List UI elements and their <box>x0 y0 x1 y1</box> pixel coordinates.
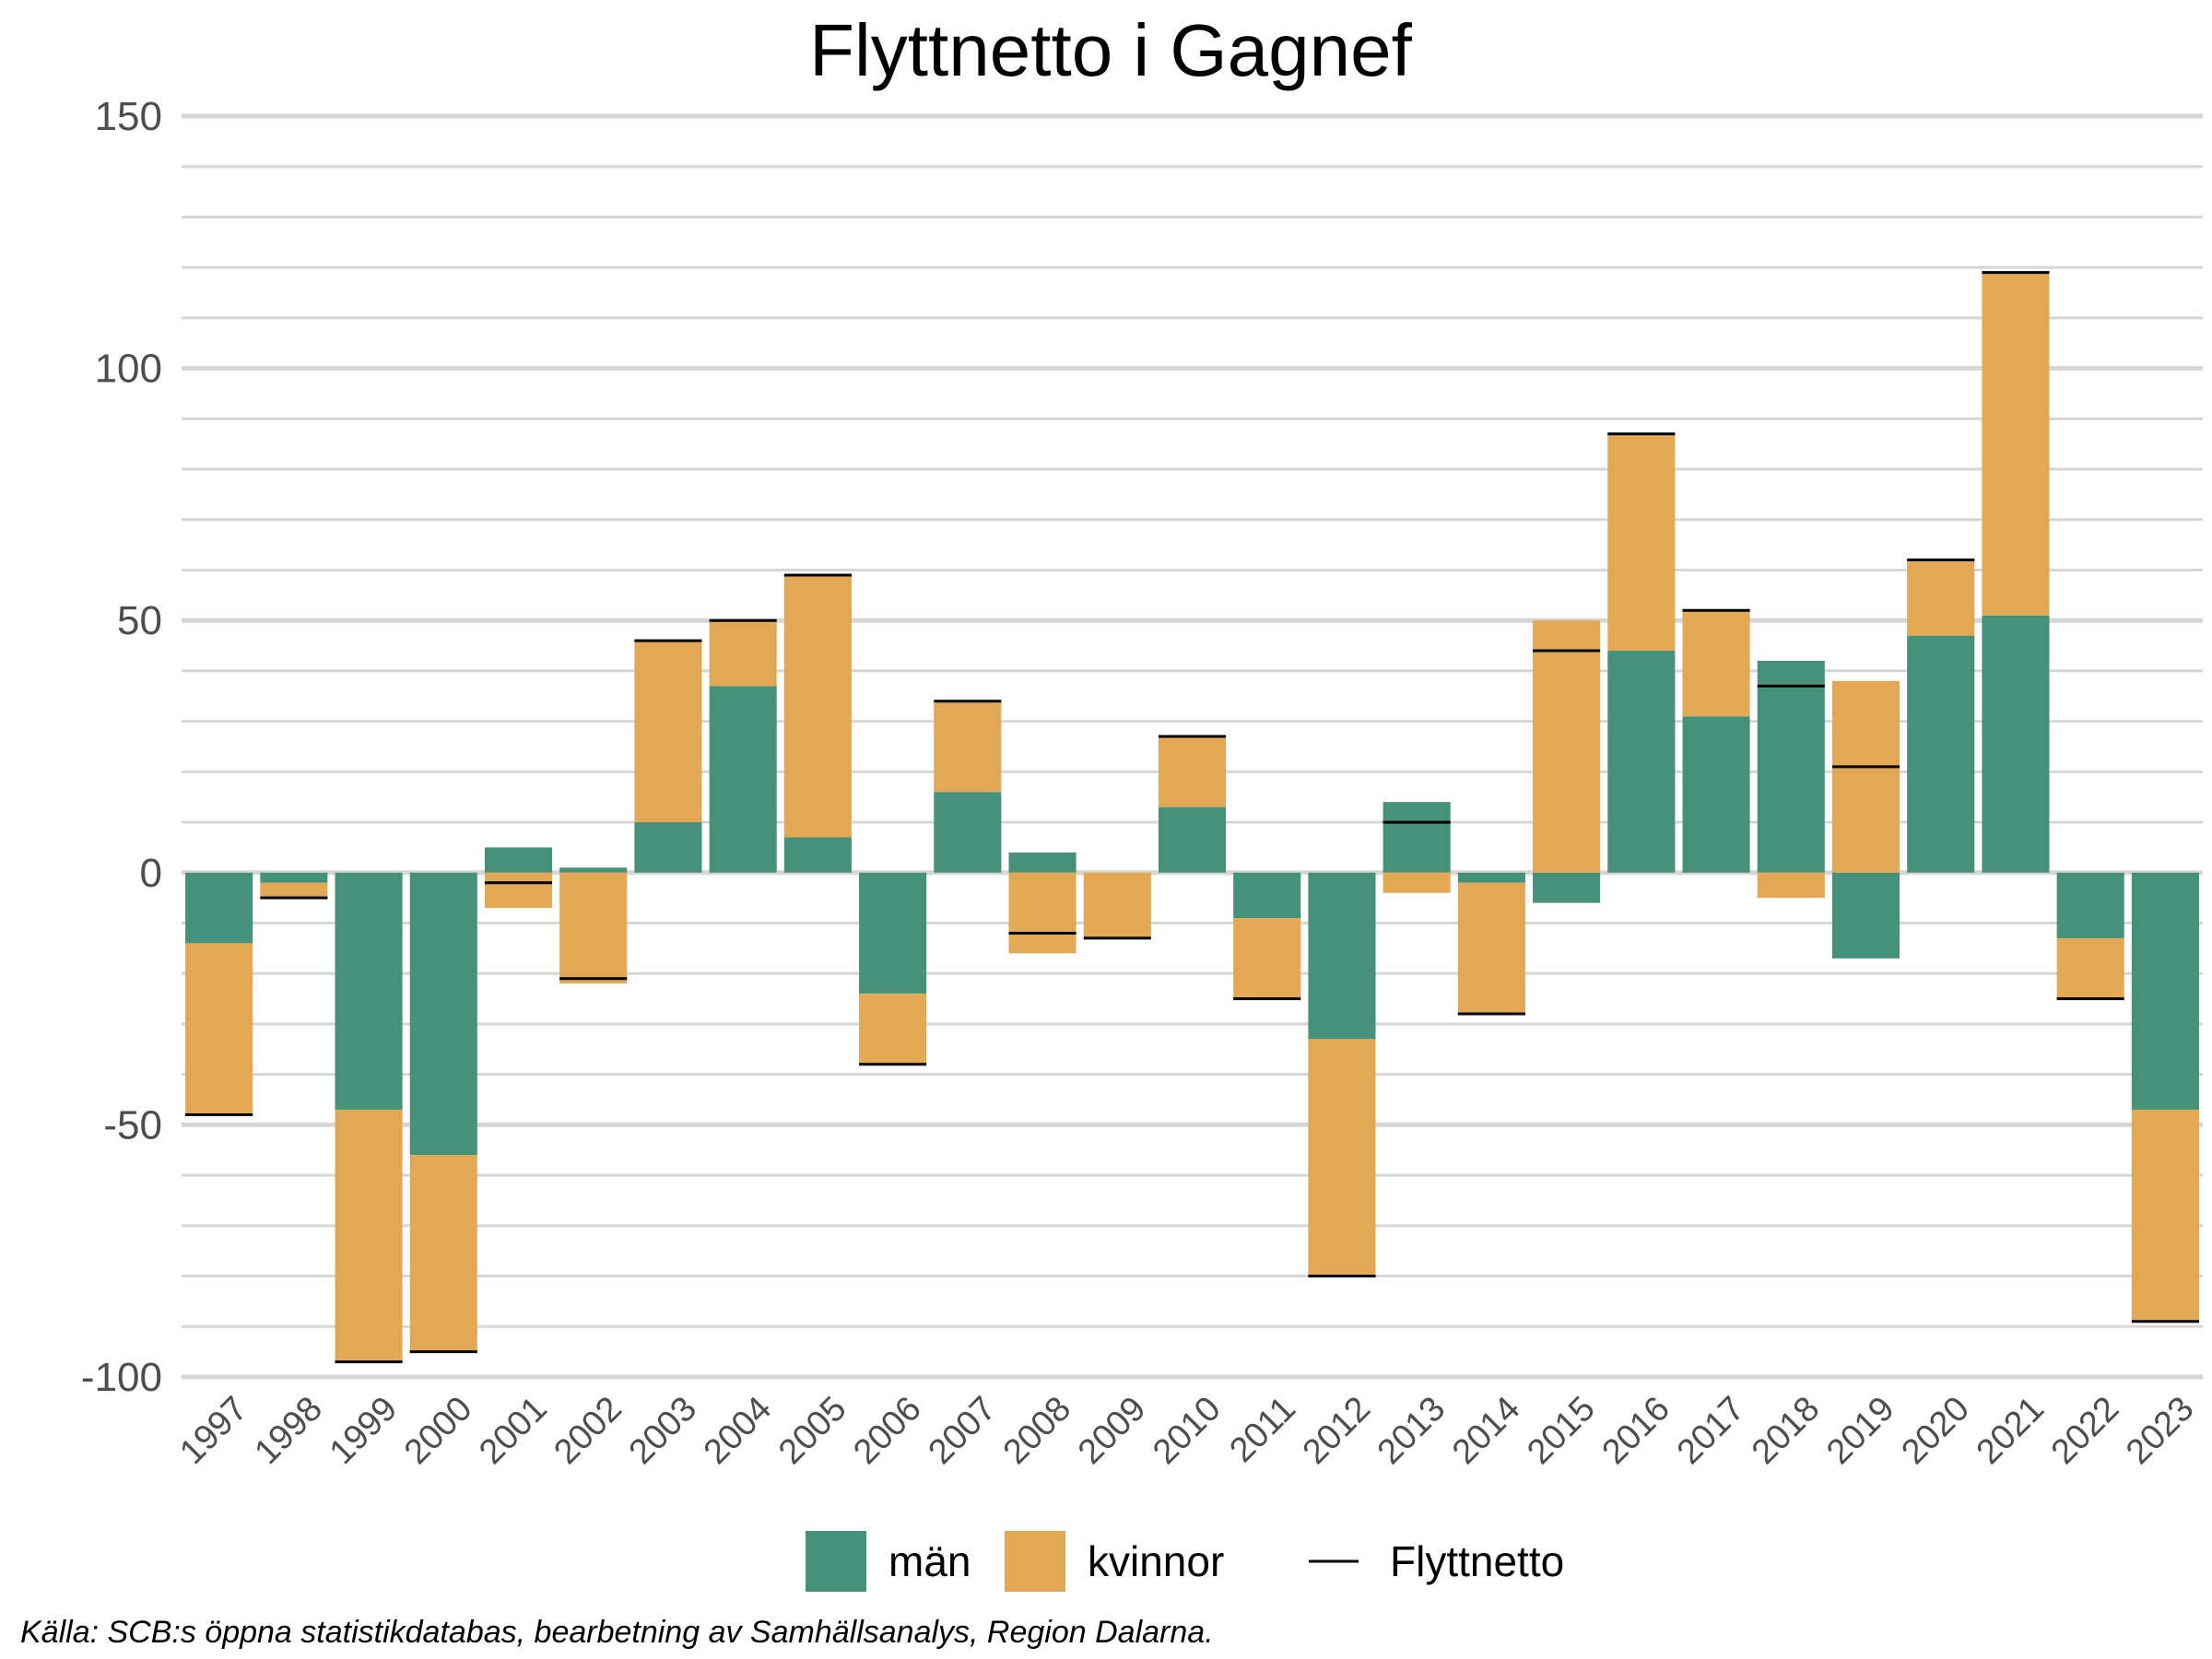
bar-kvinnor <box>2056 937 2124 999</box>
legend-swatch-man <box>806 1531 866 1592</box>
y-tick-label: -100 <box>81 1355 162 1400</box>
x-tick-label: 2008 <box>996 1389 1078 1471</box>
bar-kvinnor <box>1533 620 1601 873</box>
legend-label-flyttnetto: Flyttnetto <box>1390 1537 1564 1585</box>
bar-kvinnor <box>709 620 777 687</box>
x-tick-label: 2022 <box>2044 1389 2126 1471</box>
x-tick-label: 2009 <box>1071 1389 1153 1471</box>
bar-kvinnor <box>1457 882 1525 1015</box>
bar-kvinnor <box>260 882 328 899</box>
y-axis: -100 -50 0 50 100 150 <box>81 94 162 1400</box>
x-tick-label: 2007 <box>922 1389 1004 1471</box>
bar-kvinnor <box>1008 872 1077 954</box>
bar-man <box>1831 872 1900 959</box>
x-tick-label: 2004 <box>697 1389 779 1471</box>
legend-label-man: män <box>888 1537 971 1585</box>
legend: män kvinnor Flyttnetto <box>806 1531 1564 1592</box>
x-tick-label: 2006 <box>846 1389 928 1471</box>
bar-kvinnor <box>1083 872 1151 938</box>
bar-kvinnor <box>484 872 553 909</box>
bar-man <box>1008 852 1077 873</box>
x-tick-label: 1998 <box>248 1389 330 1471</box>
y-tick-label: 100 <box>95 347 162 392</box>
bar-man <box>859 872 927 994</box>
bar-man <box>783 837 852 873</box>
bar-kvinnor <box>1982 272 2050 616</box>
x-tick-label: 2020 <box>1894 1389 1976 1471</box>
bar-man <box>1607 651 1676 873</box>
bar-kvinnor <box>634 641 702 823</box>
bar-kvinnor <box>335 1109 403 1362</box>
chart-title: Flyttnetto i Gagnef <box>809 9 1412 91</box>
x-tick-label: 2013 <box>1371 1389 1453 1471</box>
bar-man <box>260 872 328 883</box>
bar-kvinnor <box>1831 680 1900 873</box>
bar-man <box>1457 872 1525 883</box>
x-tick-label: 2016 <box>1595 1389 1677 1471</box>
y-tick-label: 50 <box>117 598 162 643</box>
bar-kvinnor <box>1607 433 1676 652</box>
x-tick-label: 2023 <box>2119 1389 2201 1471</box>
bar-kvinnor <box>1308 1039 1376 1277</box>
x-tick-label: 2005 <box>771 1389 853 1471</box>
bar-man <box>1158 806 1227 873</box>
source-caption: Källa: SCB:s öppna statistikdatabas, bea… <box>20 1615 1214 1650</box>
bar-man <box>1382 802 1451 873</box>
bar-man <box>1757 660 1825 873</box>
x-tick-label: 2003 <box>622 1389 704 1471</box>
bar-kvinnor <box>559 872 628 984</box>
bar-man <box>1982 615 2050 873</box>
x-tick-label: 2019 <box>1819 1389 1901 1471</box>
bar-man <box>2131 872 2199 1110</box>
bar-kvinnor <box>1907 559 1975 636</box>
y-tick-label: -50 <box>103 1102 162 1147</box>
bar-kvinnor <box>409 1155 477 1352</box>
bar-kvinnor <box>1158 736 1227 807</box>
bar-man <box>634 822 702 873</box>
bar-man <box>484 847 553 873</box>
bar-man <box>185 872 253 944</box>
x-tick-label: 2010 <box>1146 1389 1228 1471</box>
x-tick-label: 2001 <box>472 1389 554 1471</box>
bars <box>185 272 2199 1362</box>
x-tick-label: 2015 <box>1520 1389 1602 1471</box>
bar-man <box>1533 872 1601 903</box>
x-tick-label: 2012 <box>1296 1389 1378 1471</box>
legend-label-kvinnor: kvinnor <box>1088 1537 1224 1585</box>
x-tick-label: 2021 <box>1970 1389 2052 1471</box>
y-tick-label: 0 <box>140 851 162 896</box>
bar-man <box>1233 872 1301 919</box>
bar-kvinnor <box>1382 872 1451 893</box>
bar-man <box>934 792 1002 873</box>
x-tick-label: 2002 <box>547 1389 629 1471</box>
x-tick-label: 2000 <box>397 1389 479 1471</box>
bar-man <box>335 872 403 1110</box>
bar-man <box>559 867 628 873</box>
x-tick-label: 1997 <box>172 1389 254 1471</box>
bar-man <box>1907 635 1975 873</box>
bar-kvinnor <box>934 700 1002 793</box>
bar-kvinnor <box>1682 610 1750 717</box>
bar-man <box>1682 716 1750 873</box>
bar-man <box>409 872 477 1156</box>
bar-kvinnor <box>1233 918 1301 999</box>
x-tick-label: 1999 <box>323 1389 405 1471</box>
bar-man <box>1308 872 1376 1040</box>
bar-kvinnor <box>2131 1109 2199 1322</box>
bar-kvinnor <box>859 994 927 1065</box>
flyttnetto-markers <box>185 271 2199 1364</box>
bar-man <box>709 686 777 873</box>
x-axis: 1997199819992000200120022003200420052006… <box>172 1389 2201 1471</box>
y-tick-label: 150 <box>95 94 162 139</box>
x-tick-label: 2011 <box>1222 1389 1302 1469</box>
bar-kvinnor <box>1757 872 1825 899</box>
x-tick-label: 2014 <box>1445 1389 1527 1471</box>
bar-man <box>2056 872 2124 938</box>
x-tick-label: 2018 <box>1745 1389 1827 1471</box>
bar-kvinnor <box>783 574 852 838</box>
x-tick-label: 2017 <box>1670 1389 1752 1471</box>
bar-kvinnor <box>185 943 253 1115</box>
legend-swatch-kvinnor <box>1005 1531 1065 1592</box>
